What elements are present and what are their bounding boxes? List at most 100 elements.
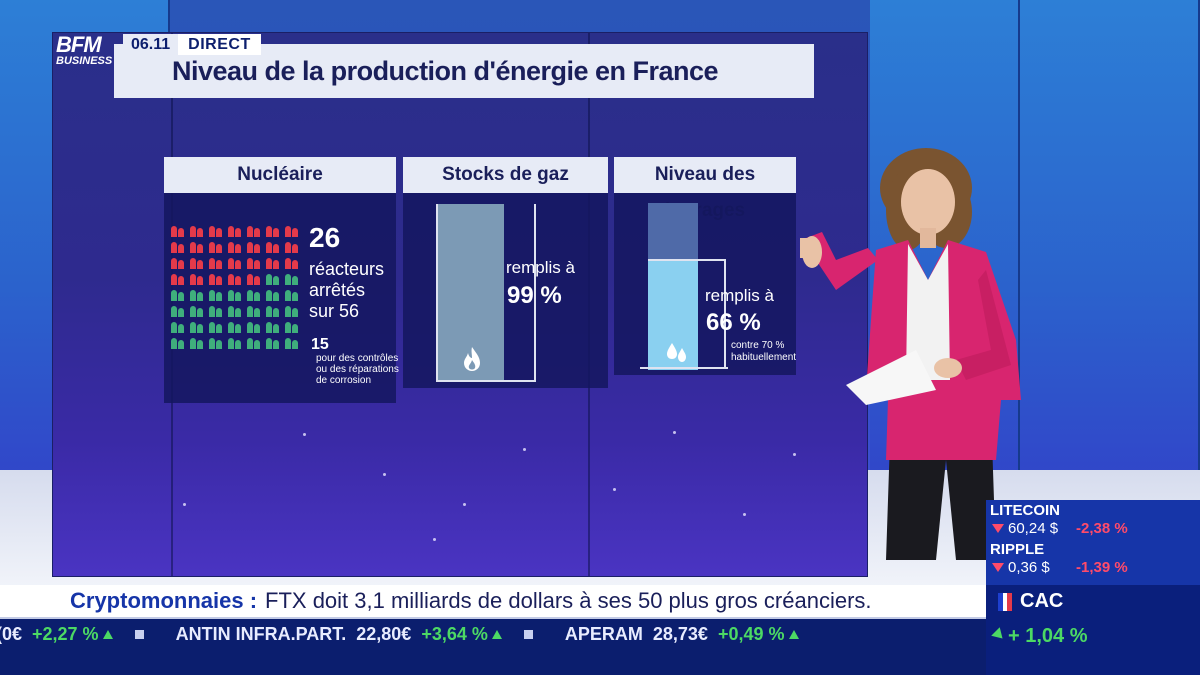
reactor-icon: [227, 320, 242, 333]
ticker-separator: [523, 630, 533, 639]
up-arrow-icon: [102, 630, 113, 639]
logo-subtext: BUSINESS: [56, 55, 113, 67]
headline-label: Cryptomonnaies :: [70, 588, 258, 613]
reactor-icon: [170, 320, 185, 333]
reactor-icon: [265, 240, 280, 253]
reactor-icon: [170, 256, 185, 269]
reactor-icon: [246, 256, 261, 269]
reactor-icon: [246, 240, 261, 253]
reactor-icon: [246, 320, 261, 333]
reactor-icon: [265, 256, 280, 269]
stock-ticker: (0€ +2,27 % ANTIN INFRA.PART. 22,80€ +3,…: [0, 619, 986, 675]
star-dot: [523, 448, 526, 451]
nuclear-header: Nucléaire: [164, 157, 396, 193]
dams-value: 66 %: [706, 309, 761, 336]
crypto-panel: LITECOIN 60,24 $ -2,38 % RIPPLE 0,36 $ -…: [986, 500, 1200, 585]
up-arrow-icon: [491, 630, 502, 639]
stopped-count: 26: [309, 222, 341, 253]
gas-tank: [436, 203, 536, 382]
reactor-icon: [170, 304, 185, 317]
reactor-icon: [208, 224, 223, 237]
corrosion-count: 15: [311, 336, 329, 353]
star-dot: [433, 538, 436, 541]
reactor-icon: [227, 256, 242, 269]
dams-note: habituellement: [731, 352, 797, 363]
corrosion-label: pour des contrôles: [316, 353, 399, 364]
star-dot: [793, 453, 796, 456]
ticker-item: (0€ +2,27 %: [0, 624, 166, 645]
reactor-icon: [208, 272, 223, 285]
reactor-icon: [246, 336, 261, 349]
reactor-icon: [208, 304, 223, 317]
down-arrow-icon: [992, 563, 1004, 572]
headline-bar: Cryptomonnaies : FTX doit 3,1 milliards …: [0, 585, 986, 619]
reactor-icon: [227, 272, 242, 285]
reactor-icon: [189, 224, 204, 237]
stopped-label: réacteurs: [309, 259, 385, 279]
reactor-icon: [284, 240, 299, 253]
dams-header: Niveau des barrages: [614, 157, 796, 221]
index-change: + 1,04 %: [1008, 625, 1088, 647]
reactor-icon: [265, 336, 280, 349]
reactor-icon: [227, 336, 242, 349]
reactor-icon-grid: [170, 224, 306, 349]
gas-label: remplis à: [506, 258, 575, 277]
reactor-icon: [284, 224, 299, 237]
stopped-label: arrêtés: [309, 280, 366, 300]
crypto-value: 60,24 $: [1008, 520, 1059, 537]
reactor-icon: [208, 320, 223, 333]
reactor-icon: [265, 320, 280, 333]
ticker-change: +3,64 %: [421, 624, 488, 644]
reactor-icon: [170, 336, 185, 349]
reactor-icon: [189, 320, 204, 333]
dams-card: [614, 193, 796, 375]
ticker-item: ANTIN INFRA.PART. 22,80€ +3,64 %: [176, 624, 555, 645]
index-panel: CAC + 1,04 %: [986, 585, 1200, 675]
star-dot: [673, 431, 676, 434]
logo-text: BFM: [56, 32, 102, 57]
clock-time: 06.11: [123, 34, 179, 55]
reactor-icon: [265, 224, 280, 237]
reactor-icon: [189, 240, 204, 253]
reactor-icon: [284, 288, 299, 301]
ticker-change: +2,27 %: [32, 624, 99, 644]
reactor-icon: [170, 288, 185, 301]
ticker-item: APERAM 28,73€ +0,49 %: [565, 624, 799, 645]
reactor-icon: [227, 240, 242, 253]
reactor-icon: [246, 288, 261, 301]
corrosion-label: de corrosion: [316, 375, 372, 386]
reactor-icon: [227, 224, 242, 237]
dam-usual-line: [648, 259, 726, 261]
reactor-icon: [227, 304, 242, 317]
star-dot: [743, 513, 746, 516]
star-dot: [383, 473, 386, 476]
water-drops-icon: [667, 343, 686, 362]
crypto-name: LITECOIN: [990, 502, 1060, 519]
index-name: CAC: [1020, 590, 1064, 612]
reactor-icon: [265, 304, 280, 317]
reactor-icon: [189, 272, 204, 285]
reactor-icon: [284, 304, 299, 317]
up-arrow-icon: [788, 630, 799, 639]
gas-header: Stocks de gaz: [403, 157, 608, 193]
ticker-separator: [134, 630, 144, 639]
star-dot: [303, 433, 306, 436]
reactor-icon: [208, 336, 223, 349]
up-arrow-icon: [991, 627, 1007, 643]
ticker-price: 28,73€: [652, 624, 708, 644]
reactor-icon: [170, 240, 185, 253]
reactor-icon: [227, 288, 242, 301]
stopped-label: sur 56: [309, 301, 360, 321]
crypto-value: 0,36 $: [1008, 559, 1050, 576]
dam-wall: [724, 259, 726, 367]
ticker-price: 22,80€: [356, 624, 412, 644]
ticker-name: APERAM: [564, 624, 643, 644]
ticker-name: ANTIN INFRA.PART.: [175, 624, 347, 644]
ticker-price: (0€: [0, 624, 23, 644]
reactor-icon: [189, 336, 204, 349]
reactor-icon: [189, 304, 204, 317]
gas-value: 99 %: [507, 282, 562, 309]
dam-floor: [640, 367, 728, 369]
down-arrow-icon: [992, 524, 1004, 533]
reactor-icon: [284, 320, 299, 333]
